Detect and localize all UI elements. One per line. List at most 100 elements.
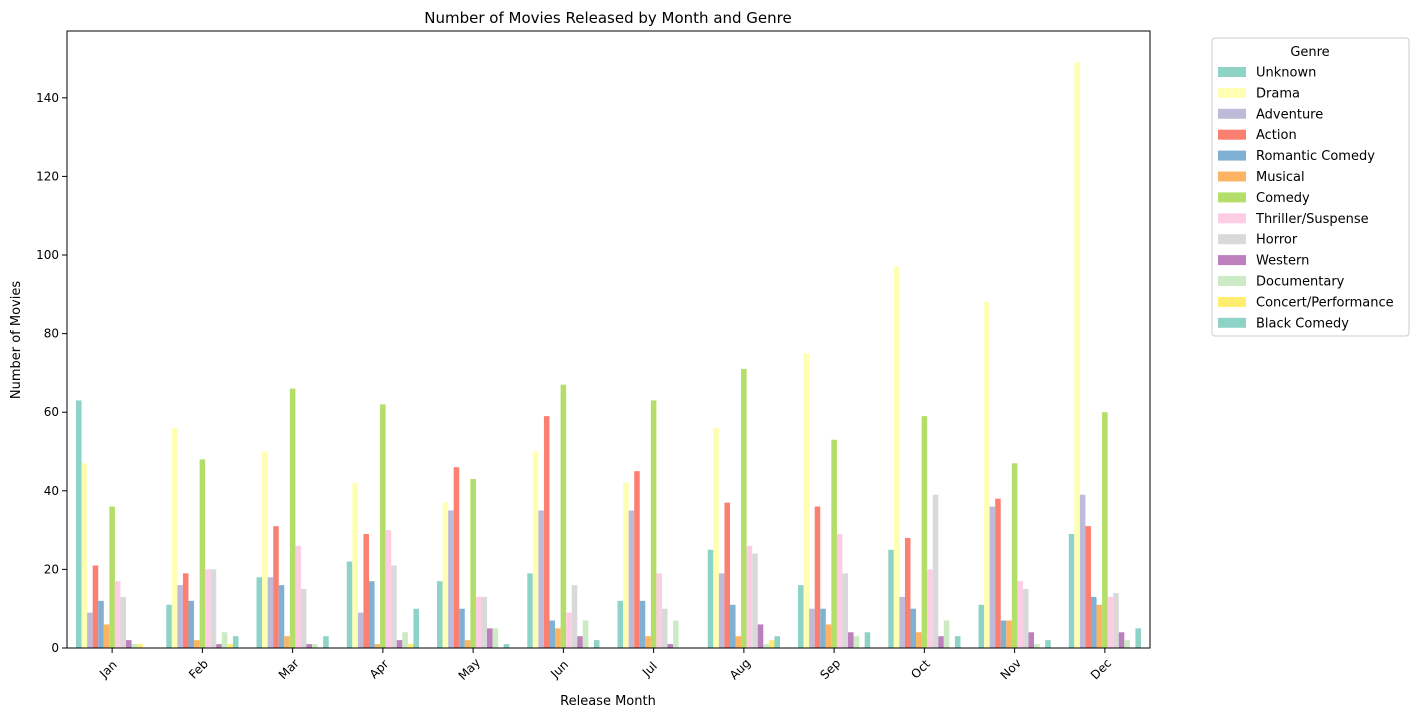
bar-mar-action	[273, 526, 279, 648]
bar-jul-western	[667, 644, 674, 648]
y-tick-label: 80	[44, 327, 59, 341]
legend: Genre Unknown Drama Adventure Action Romanti…	[1211, 37, 1410, 337]
bar-jun-horror	[571, 585, 578, 648]
bar-jun-documentary	[582, 620, 589, 648]
bar-jul-horror	[661, 608, 668, 648]
y-tick-label: 40	[44, 484, 59, 498]
bar-sep-western	[848, 632, 854, 648]
legend-entry-label: Adventure	[1256, 107, 1323, 122]
y-tick-label: 120	[36, 169, 59, 183]
bar-mar-western	[306, 644, 313, 648]
bar-apr-horror	[391, 565, 397, 648]
bar-oct-western	[938, 636, 944, 648]
bar-dec-thriller-suspense	[1107, 596, 1114, 648]
bar-jun-black-comedy	[593, 640, 600, 648]
y-tick-label: 100	[36, 248, 59, 262]
bar-feb-western	[216, 644, 222, 648]
bar-aug-romantic-comedy	[729, 604, 736, 648]
bar-dec-black-comedy	[1135, 628, 1141, 648]
bar-jul-unknown	[617, 600, 624, 648]
bar-mar-thriller-suspense	[295, 545, 301, 648]
bar-apr-thriller-suspense	[385, 530, 392, 648]
bar-jun-drama	[532, 451, 539, 648]
bar-jul-documentary	[673, 620, 679, 648]
bar-aug-black-comedy	[774, 636, 780, 648]
bar-may-drama	[442, 502, 449, 648]
bar-mar-adventure	[267, 577, 274, 648]
bar-jun-adventure	[538, 510, 544, 648]
legend-entry-label: Romantic Comedy	[1256, 149, 1375, 164]
bar-apr-concert-performance	[407, 644, 414, 648]
bar-jul-musical	[645, 636, 651, 648]
bar-mar-comedy	[289, 388, 296, 648]
y-tick-label: 60	[44, 405, 59, 419]
x-tick-label: Oct	[908, 657, 933, 682]
bar-jul-drama	[623, 482, 629, 648]
bar-jul-adventure	[628, 510, 635, 648]
bar-apr-black-comedy	[413, 608, 419, 648]
bar-mar-black-comedy	[323, 636, 329, 648]
bar-feb-concert-performance	[227, 644, 233, 648]
bar-nov-unknown	[978, 604, 985, 648]
bar-sep-adventure	[809, 608, 815, 648]
bar-mar-drama	[262, 451, 268, 648]
y-axis-label: Number of Movies	[9, 281, 24, 399]
bar-mar-unknown	[256, 577, 263, 648]
bar-nov-comedy	[1011, 463, 1018, 648]
y-axis: 0 20 40 60 80 100 120 140	[36, 91, 67, 655]
y-tick-label: 20	[44, 562, 59, 576]
bar-aug-horror	[752, 553, 758, 648]
bar-sep-drama	[803, 353, 810, 648]
bar-apr-drama	[352, 482, 358, 648]
bar-apr-documentary	[402, 632, 408, 648]
bar-feb-unknown	[166, 604, 172, 648]
bar-jan-musical	[103, 624, 110, 648]
x-tick-label: Mar	[276, 656, 302, 682]
bar-dec-western	[1118, 632, 1125, 648]
bar-feb-romantic-comedy	[188, 600, 195, 648]
bar-jan-drama	[81, 463, 88, 648]
legend-entry-label: Thriller/Suspense	[1255, 212, 1369, 227]
bar-sep-documentary	[853, 636, 860, 648]
bar-aug-comedy	[741, 368, 747, 648]
bar-jun-comedy	[560, 384, 567, 648]
bar-dec-horror	[1113, 592, 1119, 648]
bar-aug-unknown	[707, 549, 714, 648]
bar-may-documentary	[492, 628, 499, 648]
bar-aug-adventure	[718, 573, 725, 648]
legend-entry-label: Documentary	[1256, 275, 1345, 290]
bar-jun-unknown	[527, 573, 533, 648]
bar-may-comedy	[470, 479, 476, 648]
bar-sep-comedy	[831, 439, 837, 648]
bar-oct-adventure	[899, 596, 905, 648]
bar-feb-drama	[171, 427, 178, 648]
x-axis: Jan Feb Mar Apr May Jun Jul Aug Sep Oct Nov Dec	[96, 648, 1114, 683]
bar-aug-musical	[735, 636, 742, 648]
bar-jan-western	[126, 640, 132, 648]
bar-nov-black-comedy	[1045, 640, 1051, 648]
bar-dec-unknown	[1068, 534, 1075, 648]
bar-may-action	[453, 467, 460, 648]
bar-sep-musical	[825, 624, 832, 648]
x-tick-label: Aug	[727, 656, 753, 682]
bar-jun-musical	[555, 628, 561, 648]
bar-jan-documentary	[131, 644, 138, 648]
bar-dec-drama	[1074, 62, 1080, 648]
plot-frame	[66, 30, 1151, 649]
legend-swatch	[1218, 192, 1246, 203]
bar-apr-western	[396, 640, 403, 648]
bars-group	[76, 62, 1141, 648]
bar-feb-musical	[194, 640, 200, 648]
bar-aug-action	[724, 502, 730, 648]
bar-feb-adventure	[177, 585, 183, 648]
bar-nov-musical	[1006, 620, 1012, 648]
bar-feb-thriller-suspense	[205, 569, 211, 648]
legend-swatch	[1218, 213, 1246, 224]
legend-swatch	[1218, 296, 1246, 307]
legend-swatch	[1218, 171, 1246, 182]
bar-may-adventure	[448, 510, 454, 648]
legend-title: Genre	[1290, 45, 1329, 60]
bar-oct-action	[904, 537, 911, 648]
bar-dec-musical	[1096, 604, 1103, 648]
